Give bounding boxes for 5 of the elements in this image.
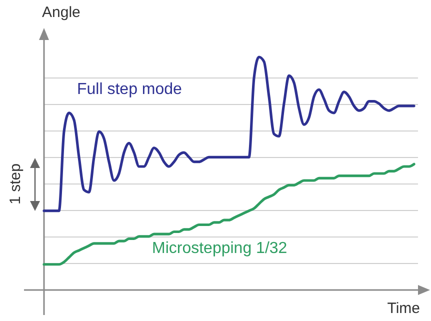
x-axis-title: Time: [387, 300, 420, 317]
y-axis-title: Angle: [42, 4, 80, 21]
series-label: Full step mode: [77, 81, 182, 98]
text: 1 step: [7, 164, 24, 204]
series-label: Microstepping 1/32: [152, 240, 288, 257]
